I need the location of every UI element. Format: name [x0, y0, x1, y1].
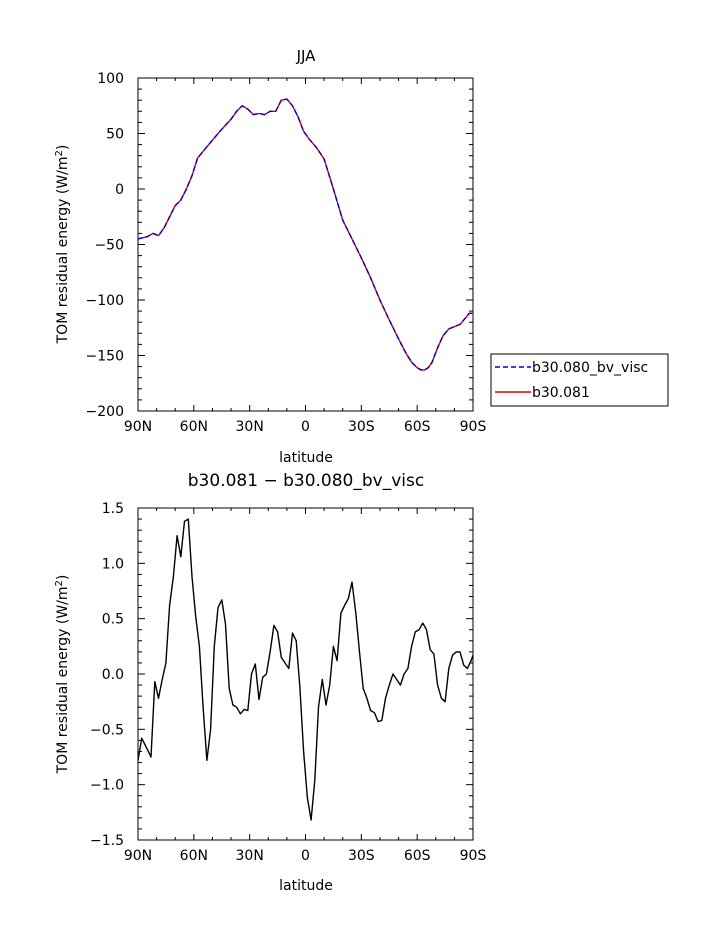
top-y-tick-label: −100 [86, 293, 124, 309]
top-plot-area [137, 77, 474, 412]
top-y-tick-label: −50 [94, 238, 124, 254]
legend-label-b30-080-bv-visc: b30.080_bv_visc [532, 360, 648, 376]
top-panel: JJA 90N 60N 30N 0 30S 60S 90S −200 −150 −100 −50 0… [54, 47, 486, 466]
top-x-tick-label: 30N [236, 419, 264, 435]
bottom-y-axis-label-main: TOM residual energy (W/m [55, 586, 71, 774]
top-y-axis-label-main: TOM residual energy (W/m [55, 156, 71, 344]
top-x-tick-label: 90S [460, 419, 487, 435]
bottom-panel-title: b30.081 − b30.080_bv_visc [188, 471, 424, 491]
legend-box [490, 353, 669, 407]
bottom-y-tick-label: −1.5 [90, 833, 124, 849]
series-line-b30-080-bv-visc [137, 98, 473, 371]
top-y-axis-label-close: ) [55, 145, 71, 150]
top-y-tick-label: −150 [86, 349, 124, 365]
bottom-x-tick-label: 30S [348, 848, 375, 864]
legend-label-b30-081: b30.081 [532, 385, 590, 401]
top-axis-ticks [137, 77, 474, 412]
bottom-x-tick-label: 0 [301, 848, 310, 864]
legend: b30.080_bv_visc b30.081 [490, 353, 669, 407]
bottom-y-axis-label-superscript: 2 [54, 580, 65, 586]
bottom-x-tick-label: 90N [124, 848, 152, 864]
bottom-y-tick-label: 0.5 [102, 612, 124, 628]
bottom-x-tick-label: 60N [180, 848, 208, 864]
top-panel-title: JJA [296, 47, 317, 65]
top-x-tick-label: 60S [404, 419, 431, 435]
top-y-axis-label-superscript: 2 [54, 150, 65, 156]
bottom-y-tick-label: 1.5 [102, 501, 124, 517]
top-x-tick-label: 90N [124, 419, 152, 435]
series-line-b30-081 [137, 98, 473, 371]
bottom-y-tick-label: 0.0 [102, 667, 124, 683]
top-y-axis-label: TOM residual energy (W/m2) [54, 145, 71, 345]
top-x-tick-label: 30S [348, 419, 375, 435]
bottom-y-tick-label: −1.0 [90, 778, 124, 794]
top-y-tick-label: 0 [115, 182, 124, 198]
bottom-axis-ticks [137, 507, 474, 841]
top-x-axis-label: latitude [279, 450, 333, 466]
top-x-tick-label: 60N [180, 419, 208, 435]
top-y-tick-label: 50 [106, 127, 124, 143]
top-y-tick-label: 100 [97, 71, 124, 87]
bottom-difference-line [137, 518, 474, 821]
bottom-plot-frame [137, 507, 474, 841]
bottom-y-tick-label: −0.5 [90, 722, 124, 738]
bottom-x-tick-label: 60S [404, 848, 431, 864]
bottom-series-lines [137, 518, 474, 821]
bottom-panel: b30.081 − b30.080_bv_visc 90N 60N 30N 0 30S 6… [54, 471, 486, 894]
top-series-lines [137, 98, 473, 371]
top-plot-frame [137, 77, 474, 412]
bottom-x-tick-labels: 90N 60N 30N 0 30S 60S 90S [124, 848, 487, 864]
bottom-y-axis-label-close: ) [55, 575, 71, 580]
bottom-plot-area [137, 507, 474, 841]
top-x-tick-labels: 90N 60N 30N 0 30S 60S 90S [124, 419, 487, 435]
top-y-tick-labels: −200 −150 −100 −50 0 50 100 [86, 71, 124, 420]
top-y-tick-label: −200 [86, 404, 124, 420]
bottom-y-tick-label: 1.0 [102, 556, 124, 572]
bottom-x-axis-label: latitude [279, 878, 333, 894]
bottom-y-tick-labels: −1.5 −1.0 −0.5 0.0 0.5 1.0 1.5 [90, 501, 124, 849]
bottom-y-axis-label: TOM residual energy (W/m2) [54, 575, 71, 775]
bottom-x-tick-label: 90S [460, 848, 487, 864]
top-x-tick-label: 0 [301, 419, 310, 435]
bottom-x-tick-label: 30N [236, 848, 264, 864]
